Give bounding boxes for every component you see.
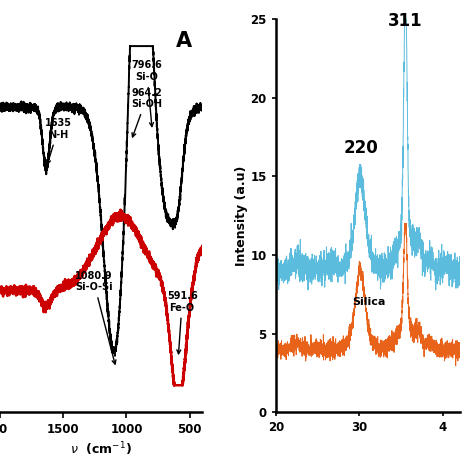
Text: 591.6
Fe-O: 591.6 Fe-O: [167, 291, 198, 354]
Text: 1080.9
Si-O-Si: 1080.9 Si-O-Si: [75, 271, 116, 364]
Text: A: A: [176, 31, 192, 51]
Y-axis label: Intensity (a.u): Intensity (a.u): [235, 165, 247, 266]
Text: 1635
N-H: 1635 N-H: [45, 118, 72, 164]
Text: 311: 311: [388, 12, 423, 30]
Text: 220: 220: [344, 139, 378, 157]
Text: 796.6
Si-O: 796.6 Si-O: [131, 60, 162, 127]
Text: Silica: Silica: [353, 297, 386, 307]
Text: 964.2
Si-OH: 964.2 Si-OH: [131, 88, 162, 137]
X-axis label: $\nu$  (cm$^{-1}$): $\nu$ (cm$^{-1}$): [70, 440, 132, 457]
